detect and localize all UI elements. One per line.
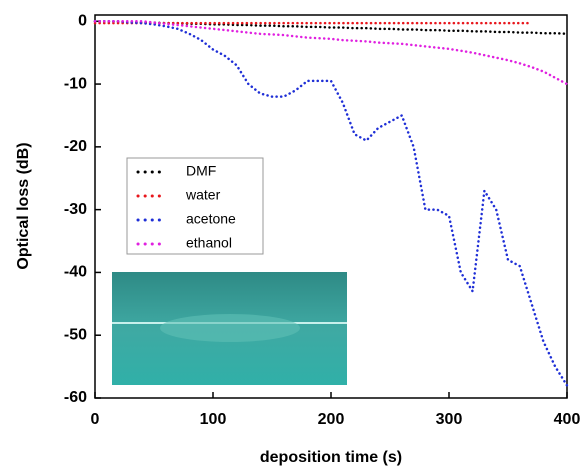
x-tick-label: 300 xyxy=(436,411,463,428)
y-tick-label: -30 xyxy=(64,201,87,218)
legend-label: acetone xyxy=(186,211,236,227)
x-tick-label: 400 xyxy=(554,411,581,428)
x-tick-label: 0 xyxy=(91,411,100,428)
series-line xyxy=(93,20,569,86)
legend-label: DMF xyxy=(186,163,216,179)
y-tick-label: -10 xyxy=(64,75,87,92)
y-tick-label: -50 xyxy=(64,326,87,343)
legend-label: ethanol xyxy=(186,235,232,251)
y-tick-label: -40 xyxy=(64,264,87,281)
y-tick-label: 0 xyxy=(78,12,87,29)
inset-photo xyxy=(112,272,347,385)
x-tick-label: 100 xyxy=(200,411,227,428)
y-axis-label: Optical loss (dB) xyxy=(15,142,32,269)
y-tick-label: -60 xyxy=(64,389,87,406)
legend-label: water xyxy=(185,187,221,203)
legend-box xyxy=(126,157,264,255)
x-tick-label: 200 xyxy=(318,411,345,428)
series-line xyxy=(93,20,569,387)
y-tick-label: -20 xyxy=(64,138,87,155)
x-axis-label: deposition time (s) xyxy=(260,449,402,466)
